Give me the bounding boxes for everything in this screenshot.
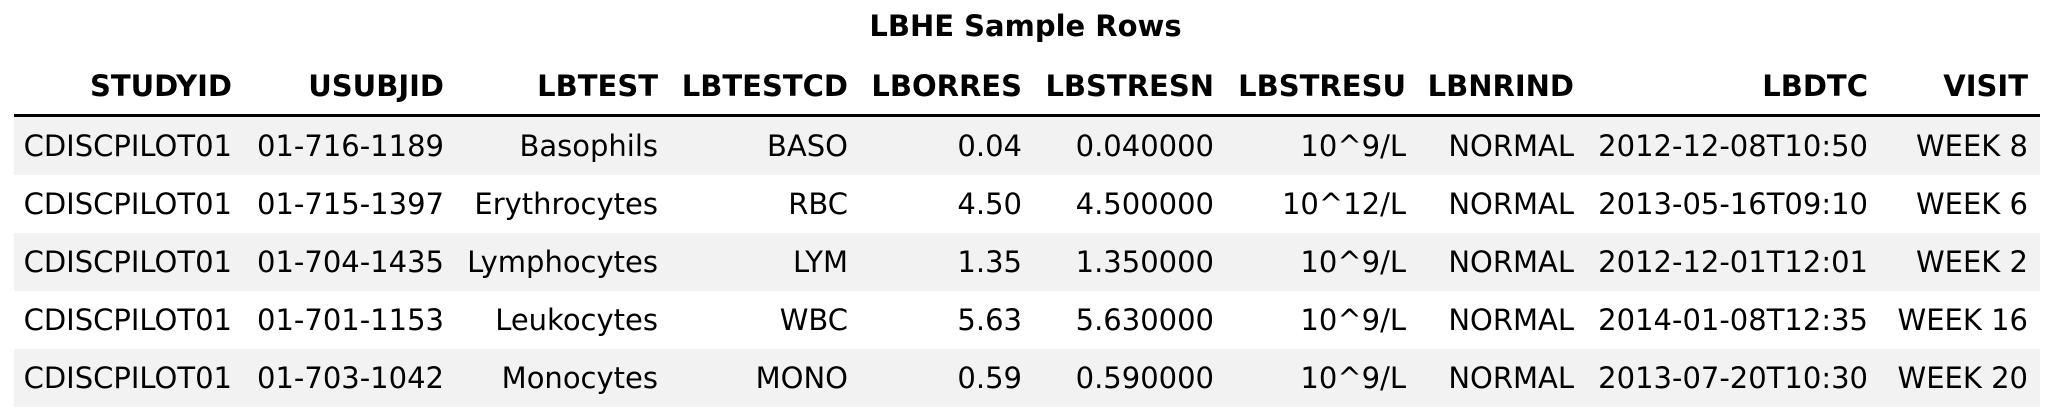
column-header-studyid: STUDYID: [14, 58, 244, 117]
cell-lbdtc: 2012-12-01T12:01: [1586, 233, 1880, 291]
cell-studyid: CDISCPILOT01: [14, 349, 244, 407]
cell-lbdtc: 2013-05-16T09:10: [1586, 175, 1880, 233]
table-row: CDISCPILOT01 01-715-1397 Erythrocytes RB…: [14, 175, 2040, 233]
column-header-lbtestcd: LBTESTCD: [670, 58, 860, 117]
cell-lbdtc: 2012-12-08T10:50: [1586, 115, 1880, 175]
cell-lbstresn: 5.630000: [1034, 291, 1226, 349]
cell-lbtest: Leukocytes: [456, 291, 670, 349]
cell-lbstresn: 4.500000: [1034, 175, 1226, 233]
column-header-visit: VISIT: [1880, 58, 2040, 117]
cell-visit: WEEK 8: [1880, 115, 2040, 175]
column-header-lbtest: LBTEST: [456, 58, 670, 117]
cell-lbtest: Basophils: [456, 115, 670, 175]
cell-usubjid: 01-703-1042: [244, 349, 456, 407]
cell-lbdtc: 2014-01-08T12:35: [1586, 291, 1880, 349]
cell-visit: WEEK 2: [1880, 233, 2040, 291]
cell-studyid: CDISCPILOT01: [14, 291, 244, 349]
cell-lbnrind: NORMAL: [1418, 175, 1586, 233]
cell-lbnrind: NORMAL: [1418, 349, 1586, 407]
cell-usubjid: 01-716-1189: [244, 115, 456, 175]
cell-lbstresu: 10^9/L: [1226, 115, 1418, 175]
table-row: CDISCPILOT01 01-701-1153 Leukocytes WBC …: [14, 291, 2040, 349]
cell-usubjid: 01-715-1397: [244, 175, 456, 233]
cell-lbstresn: 0.590000: [1034, 349, 1226, 407]
column-header-lbdtc: LBDTC: [1586, 58, 1880, 117]
cell-lbtestcd: LYM: [670, 233, 860, 291]
table-title: LBHE Sample Rows: [869, 9, 1182, 43]
cell-studyid: CDISCPILOT01: [14, 175, 244, 233]
table-row: CDISCPILOT01 01-704-1435 Lymphocytes LYM…: [14, 233, 2040, 291]
column-header-usubjid: USUBJID: [244, 58, 456, 117]
header-row: STUDYID USUBJID LBTEST LBTESTCD LBORRES …: [14, 58, 2040, 117]
cell-lbtestcd: BASO: [670, 115, 860, 175]
cell-lborres: 0.59: [860, 349, 1034, 407]
cell-lbtestcd: MONO: [670, 349, 860, 407]
column-header-lbstresn: LBSTRESN: [1034, 58, 1226, 117]
cell-lbtest: Lymphocytes: [456, 233, 670, 291]
cell-lbstresn: 0.040000: [1034, 115, 1226, 175]
cell-studyid: CDISCPILOT01: [14, 233, 244, 291]
column-header-lborres: LBORRES: [860, 58, 1034, 117]
cell-visit: WEEK 6: [1880, 175, 2040, 233]
cell-lbtest: Erythrocytes: [456, 175, 670, 233]
column-header-lbstresu: LBSTRESU: [1226, 58, 1418, 117]
cell-studyid: CDISCPILOT01: [14, 115, 244, 175]
cell-usubjid: 01-704-1435: [244, 233, 456, 291]
cell-lbstresu: 10^9/L: [1226, 233, 1418, 291]
cell-visit: WEEK 20: [1880, 349, 2040, 407]
cell-lborres: 5.63: [860, 291, 1034, 349]
cell-lbtestcd: RBC: [670, 175, 860, 233]
table-row: CDISCPILOT01 01-716-1189 Basophils BASO …: [14, 115, 2040, 175]
cell-lbstresu: 10^9/L: [1226, 291, 1418, 349]
cell-lbstresn: 1.350000: [1034, 233, 1226, 291]
cell-lbdtc: 2013-07-20T10:30: [1586, 349, 1880, 407]
cell-lbstresu: 10^9/L: [1226, 349, 1418, 407]
cell-lbtest: Monocytes: [456, 349, 670, 407]
column-header-lbnrind: LBNRIND: [1418, 58, 1586, 117]
data-table: STUDYID USUBJID LBTEST LBTESTCD LBORRES …: [14, 58, 2040, 407]
cell-lborres: 0.04: [860, 115, 1034, 175]
cell-lbnrind: NORMAL: [1418, 233, 1586, 291]
cell-lbstresu: 10^12/L: [1226, 175, 1418, 233]
cell-lbtestcd: WBC: [670, 291, 860, 349]
cell-lbnrind: NORMAL: [1418, 291, 1586, 349]
cell-lbnrind: NORMAL: [1418, 115, 1586, 175]
cell-visit: WEEK 16: [1880, 291, 2040, 349]
table-row: CDISCPILOT01 01-703-1042 Monocytes MONO …: [14, 349, 2040, 407]
cell-lborres: 1.35: [860, 233, 1034, 291]
cell-usubjid: 01-701-1153: [244, 291, 456, 349]
cell-lborres: 4.50: [860, 175, 1034, 233]
